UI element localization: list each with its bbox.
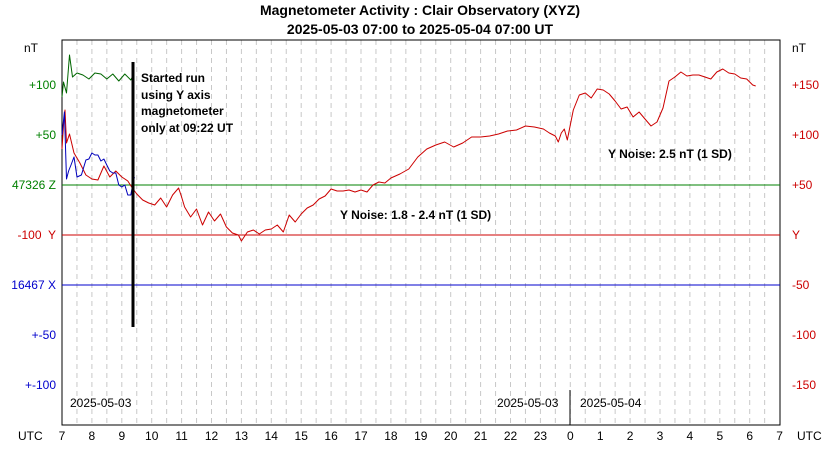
x-tick-labels: 7 8 9 10 11 12 13 14 15 16 17 18 19 20 21 22 23 0 1 2 3 4 5 6 7: [59, 429, 784, 443]
x-tick-label: 11: [175, 429, 188, 443]
data-series: [61, 54, 756, 242]
x-tick-label: 7: [59, 429, 66, 443]
annotation-started-run-1: Started run: [141, 71, 205, 85]
series-line-x: [61, 111, 135, 196]
x-tick-label: 1: [597, 429, 604, 443]
annotation-started-run-3: magnetometer: [141, 104, 224, 118]
right-tick-label: -100: [792, 328, 816, 342]
date-label-midnight-before: 2025-05-03: [497, 396, 559, 410]
left-unit-label: nT: [24, 41, 39, 55]
right-tick-label: Y: [792, 228, 800, 242]
left-tick-label: 47326 Z: [12, 178, 56, 192]
x-tick-label: 12: [205, 429, 219, 443]
left-tick-labels: +100 +50 47326 Z -100 Y 16467 X +-50 +-100: [11, 78, 56, 392]
vertical-gridlines: [76, 40, 766, 425]
x-tick-label: 18: [384, 429, 398, 443]
right-tick-labels: +150 +100 +50 Y -50 -100 -150: [792, 78, 819, 392]
x-axis-label-right: UTC: [797, 429, 822, 443]
annotation-started-run-2: using Y axis: [141, 88, 211, 102]
series-line-z: [61, 54, 135, 98]
right-tick-label: +50: [792, 178, 813, 192]
right-unit-label: nT: [792, 41, 807, 55]
x-tick-label: 19: [414, 429, 428, 443]
right-tick-label: +150: [792, 78, 819, 92]
chart-subtitle: 2025-05-03 07:00 to 2025-05-04 07:00 UT: [287, 21, 554, 37]
x-tick-label: 0: [567, 429, 574, 443]
left-tick-label: -100 Y: [18, 228, 56, 242]
x-tick-label: 3: [657, 429, 664, 443]
x-tick-label: 21: [474, 429, 488, 443]
left-tick-label: +-100: [25, 378, 56, 392]
chart-title: Magnetometer Activity : Clair Observator…: [260, 2, 580, 18]
x-tick-label: 20: [444, 429, 458, 443]
x-tick-label: 22: [504, 429, 518, 443]
x-tick-label: 8: [89, 429, 96, 443]
date-label-midnight-after: 2025-05-04: [580, 396, 642, 410]
left-tick-label: +100: [29, 78, 56, 92]
date-label-left: 2025-05-03: [70, 396, 132, 410]
annotation-noise-2: Y Noise: 2.5 nT (1 SD): [608, 147, 732, 161]
x-tick-label: 14: [265, 429, 279, 443]
left-tick-label: 16467 X: [11, 278, 56, 292]
right-tick-label: +100: [792, 128, 819, 142]
annotation-noise-1: Y Noise: 1.8 - 2.4 nT (1 SD): [340, 208, 491, 222]
right-tick-label: -150: [792, 378, 816, 392]
x-tick-label: 10: [145, 429, 159, 443]
x-axis-label-left: UTC: [18, 429, 43, 443]
x-tick-label: 13: [235, 429, 249, 443]
plot-frame: [61, 39, 781, 426]
x-tick-label: 9: [118, 429, 125, 443]
annotation-started-run-4: only at 09:22 UT: [141, 121, 234, 135]
x-tick-label: 2: [627, 429, 634, 443]
x-tick-label: 6: [746, 429, 753, 443]
x-tick-label: 16: [324, 429, 338, 443]
left-tick-label: +-50: [32, 328, 57, 342]
left-tick-label: +50: [36, 128, 57, 142]
x-tick-label: 23: [534, 429, 548, 443]
x-tick-label: 7: [776, 429, 783, 443]
series-line-y: [61, 68, 756, 242]
x-tick-label: 15: [295, 429, 309, 443]
x-tick-label: 5: [716, 429, 723, 443]
right-tick-label: -50: [792, 278, 810, 292]
x-tick-label: 4: [687, 429, 694, 443]
x-tick-label: 17: [354, 429, 368, 443]
